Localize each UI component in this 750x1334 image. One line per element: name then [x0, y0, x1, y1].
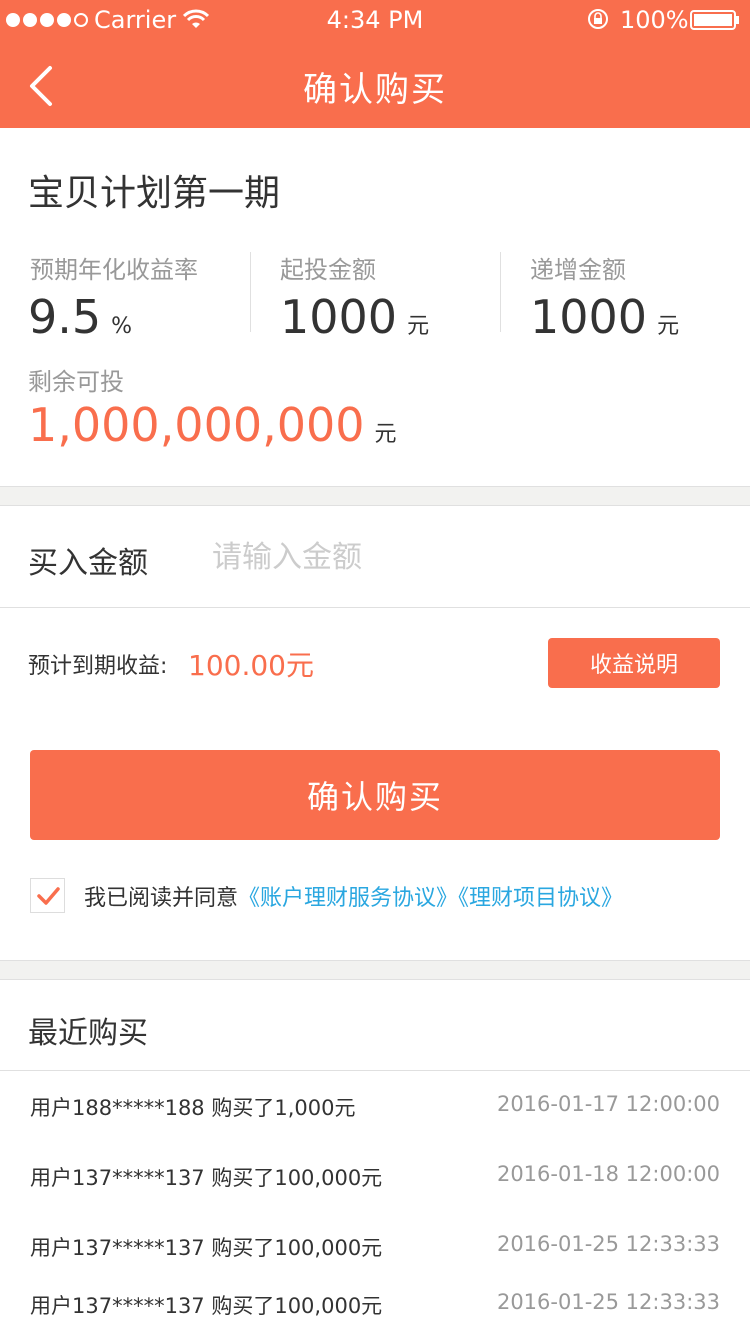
battery-icon — [690, 10, 739, 30]
section-gap — [0, 486, 750, 506]
section-gap — [0, 960, 750, 980]
annual-yield-label: 预期年化收益率 — [30, 256, 198, 284]
back-arrow-icon[interactable] — [24, 62, 64, 110]
battery-percent: 100% — [620, 6, 689, 34]
signal-strength-icon — [6, 13, 88, 27]
page-title: 确认购买 — [303, 70, 447, 110]
project-agreement-link[interactable]: 《理财项目协议》 — [458, 886, 624, 911]
list-item: 用户137*****137 购买了100,000元 2016-01-18 12:… — [30, 1162, 720, 1202]
product-title: 宝贝计划第一期 — [28, 173, 281, 214]
increment-unit: 元 — [657, 314, 680, 339]
stat-divider — [500, 252, 501, 332]
increment-value: 1000 — [530, 290, 648, 344]
rotation-lock-icon — [588, 9, 608, 29]
min-investment-label: 起投金额 — [280, 256, 376, 284]
purchase-user: 用户137*****137 购买了100,000元 — [30, 1166, 383, 1190]
agreement-checkbox[interactable] — [30, 878, 65, 913]
return-explanation-button[interactable]: 收益说明 — [548, 638, 720, 688]
confirm-purchase-button[interactable]: 确认购买 — [30, 750, 720, 840]
purchase-time: 2016-01-18 12:00:00 — [496, 1162, 720, 1186]
annual-yield-value: 9.5 — [28, 290, 102, 344]
purchase-time: 2016-01-25 12:33:33 — [496, 1290, 720, 1314]
remaining-amount: 1,000,000,000 元 — [28, 398, 397, 452]
status-bar: Carrier 4:34 PM 100% — [0, 0, 750, 40]
purchase-time: 2016-01-25 12:33:33 — [496, 1232, 720, 1256]
wifi-icon — [183, 9, 209, 28]
agreement-prefix: 我已阅读并同意 — [84, 886, 239, 911]
divider — [0, 1070, 750, 1071]
stat-divider — [250, 252, 251, 332]
remaining-label: 剩余可投 — [28, 368, 124, 396]
checkmark-icon — [37, 887, 60, 905]
remaining-unit: 元 — [374, 422, 397, 447]
amount-input[interactable] — [212, 532, 592, 582]
increment: 1000 元 — [530, 290, 679, 344]
recent-purchases-title: 最近购买 — [28, 1016, 148, 1051]
list-item: 用户137*****137 购买了100,000元 2016-01-25 12:… — [30, 1290, 720, 1330]
purchase-time: 2016-01-17 12:00:00 — [496, 1092, 720, 1116]
remaining-value: 1,000,000,000 — [28, 398, 365, 452]
increment-label: 递增金额 — [530, 256, 626, 284]
list-item: 用户137*****137 购买了100,000元 2016-01-25 12:… — [30, 1232, 720, 1272]
min-investment: 1000 元 — [280, 290, 429, 344]
annual-yield-unit: % — [111, 314, 133, 339]
agreement-text: 我已阅读并同意《账户理财服务协议》《理财项目协议》 — [84, 880, 623, 912]
expected-return-value: 100.00元 — [188, 649, 314, 682]
purchase-user: 用户188*****188 购买了1,000元 — [30, 1096, 356, 1120]
purchase-user: 用户137*****137 购买了100,000元 — [30, 1236, 383, 1260]
expected-return-label: 预计到期收益: — [28, 654, 168, 679]
list-item: 用户188*****188 购买了1,000元 2016-01-17 12:00… — [30, 1092, 720, 1132]
purchase-user: 用户137*****137 购买了100,000元 — [30, 1294, 383, 1318]
carrier-name: Carrier — [94, 6, 177, 34]
min-investment-unit: 元 — [407, 314, 430, 339]
status-time: 4:34 PM — [326, 6, 424, 34]
min-investment-value: 1000 — [280, 290, 398, 344]
amount-label: 买入金额 — [28, 546, 148, 581]
top-bar: Carrier 4:34 PM 100% 确认购买 — [0, 0, 750, 128]
account-service-agreement-link[interactable]: 《账户理财服务协议》 — [238, 886, 459, 911]
annual-yield: 9.5% — [28, 290, 132, 344]
divider — [0, 607, 750, 608]
